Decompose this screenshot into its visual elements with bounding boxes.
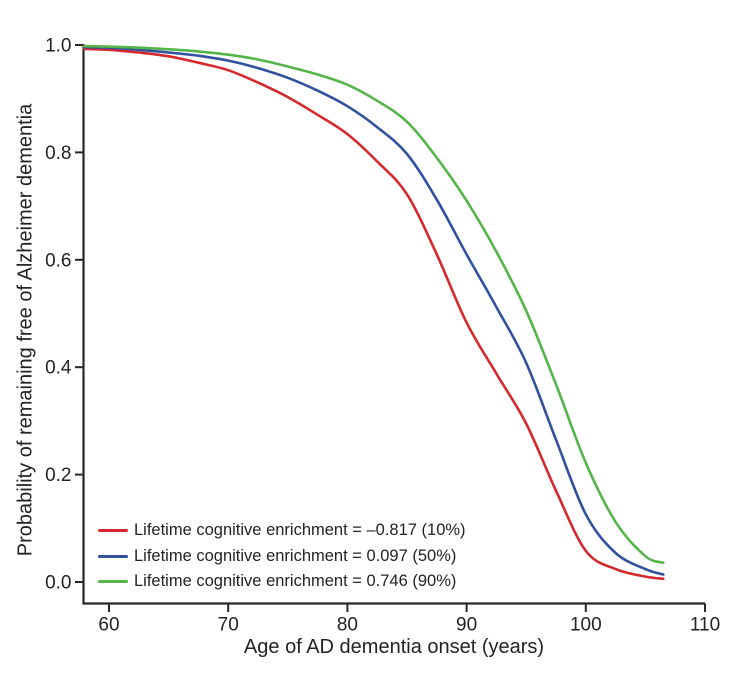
legend-line-swatch	[98, 529, 128, 533]
legend-label: Lifetime cognitive enrichment = 0.097 (5…	[134, 546, 457, 565]
legend: Lifetime cognitive enrichment = –0.817 (…	[98, 518, 466, 595]
y-tick-label: 1.0	[45, 36, 71, 57]
legend-label: Lifetime cognitive enrichment = –0.817 (…	[134, 521, 466, 540]
legend-line-swatch	[98, 554, 128, 558]
x-tick-label: 90	[456, 615, 477, 636]
legend-item: Lifetime cognitive enrichment = 0.097 (5…	[98, 544, 466, 570]
curve-enrichment-90pct	[82, 44, 665, 564]
legend-item: Lifetime cognitive enrichment = 0.746 (9…	[98, 569, 466, 595]
legend-line-swatch	[98, 580, 128, 584]
y-tick-label: 0.8	[45, 143, 71, 164]
x-tick-label: 60	[98, 615, 119, 636]
curve-enrichment-50pct	[82, 45, 665, 576]
legend-label: Lifetime cognitive enrichment = 0.746 (9…	[134, 572, 457, 591]
y-tick-label: 0.4	[45, 358, 72, 379]
y-tick-label: 0.0	[45, 573, 71, 594]
legend-item: Lifetime cognitive enrichment = –0.817 (…	[98, 518, 466, 544]
y-axis-title: Probability of remaining free of Alzheim…	[14, 103, 37, 557]
curve-enrichment-10pct	[82, 47, 665, 581]
x-tick-label: 110	[690, 615, 720, 636]
x-tick-label: 100	[570, 615, 602, 636]
x-tick-label: 80	[337, 615, 358, 636]
y-tick-label: 0.6	[45, 250, 71, 271]
x-axis-title: Age of AD dementia onset (years)	[243, 636, 545, 658]
x-tick-label: 70	[218, 615, 239, 636]
y-tick-label: 0.2	[45, 465, 71, 486]
